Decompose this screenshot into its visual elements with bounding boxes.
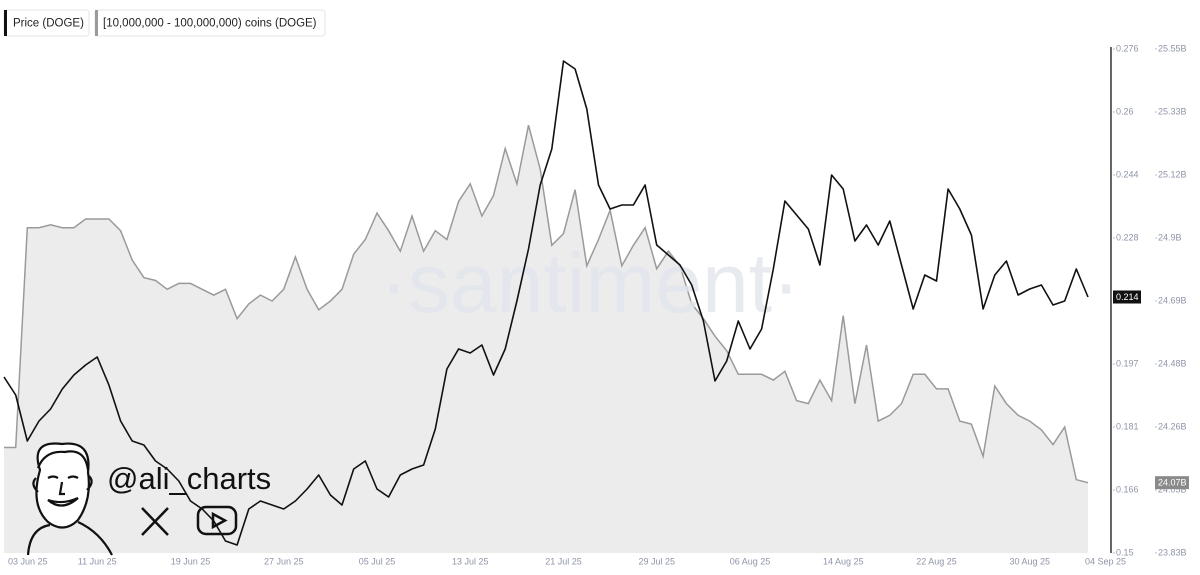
- y-tick-label: 0.15: [1116, 547, 1134, 557]
- last-value-badge: [1155, 476, 1189, 490]
- y-tick-label: 0.26: [1116, 106, 1134, 116]
- x-icon[interactable]: [141, 507, 169, 536]
- y-tick-label: 0.166: [1116, 484, 1139, 494]
- x-tick-label: 14 Aug 25: [823, 556, 864, 566]
- legend-swatch: [95, 10, 98, 36]
- y-tick-label: 0.181: [1116, 421, 1139, 431]
- plot: 03 Jun 25 11 Jun 25 19 Jun 25 27 Jun 25 05 J…: [3, 43, 1189, 566]
- area-fill: [4, 125, 1088, 553]
- x-tick-label: 06 Aug 25: [730, 556, 771, 566]
- x-tick-label: 11 Jun 25: [78, 556, 117, 566]
- area-line: [4, 125, 1089, 484]
- y-tick-label: 0.197: [1116, 358, 1139, 368]
- last-value-label: 24.07B: [1158, 478, 1187, 488]
- y-tick-label: 25.55B: [1158, 43, 1187, 53]
- legend-label: [10,000,000 - 100,000,000) coins (DOGE): [103, 18, 317, 30]
- y-tick-label: 0.228: [1116, 232, 1139, 242]
- y-tick-label: 24.26B: [1158, 421, 1187, 431]
- y-tick-label: 0.276: [1116, 43, 1139, 53]
- legend-label: Price (DOGE): [13, 18, 84, 30]
- x-tick-label: 13 Jul 25: [452, 556, 489, 566]
- x-tick-label: 21 Jul 25: [545, 556, 582, 566]
- y-tick-label: 25.12B: [1158, 169, 1187, 179]
- x-tick-label: 30 Aug 25: [1009, 556, 1050, 566]
- y-tick-label: 24.69B: [1158, 295, 1187, 305]
- y-tick-label: 23.83B: [1158, 547, 1187, 557]
- last-value-label: 0.214: [1116, 292, 1139, 302]
- price-line: [3, 60, 1089, 546]
- last-value-badge: [1113, 290, 1141, 304]
- x-tick-label: 29 Jul 25: [638, 556, 675, 566]
- x-tick-label: 03 Jun 25: [8, 556, 48, 566]
- y-tick-label: 25.33B: [1158, 106, 1187, 116]
- legend-swatch: [4, 10, 7, 36]
- watermark: ·santiment·: [380, 236, 800, 330]
- x-tick-label: 27 Jun 25: [264, 556, 304, 566]
- y-tick-label: 24.05B: [1158, 484, 1187, 494]
- x-tick-label: 22 Aug 25: [916, 556, 957, 566]
- overlay-handle: @ali_charts: [107, 461, 271, 496]
- avatar: [26, 442, 113, 556]
- y-tick-label: 24.48B: [1158, 358, 1187, 368]
- legend: Price (DOGE) [10,000,000 - 100,000,000) …: [3, 9, 326, 37]
- x-tick-label: 19 Jun 25: [171, 556, 211, 566]
- y-tick-label: 24.9B: [1158, 232, 1182, 242]
- y-tick-label: 0.244: [1116, 169, 1139, 179]
- youtube-icon[interactable]: [196, 505, 238, 536]
- x-tick-label: 05 Jul 25: [359, 556, 396, 566]
- x-tick-label: 04 Sep 25: [1085, 556, 1126, 566]
